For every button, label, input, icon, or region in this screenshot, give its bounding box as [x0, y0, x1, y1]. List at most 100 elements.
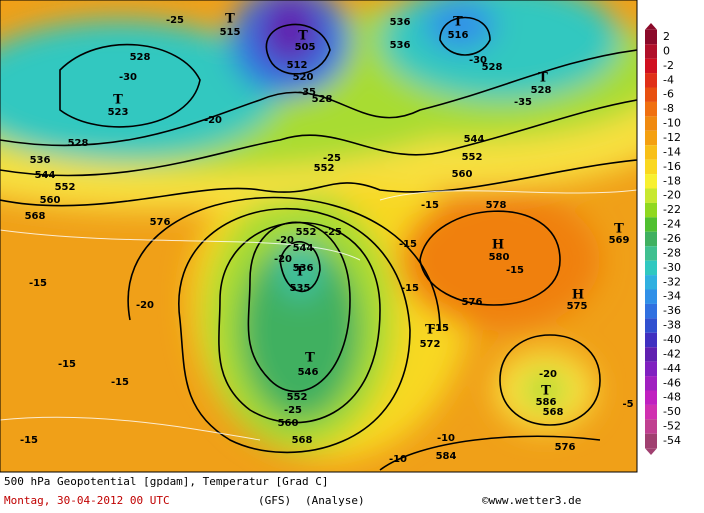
contour-label: -15 — [20, 435, 38, 446]
contour-label: 586 — [536, 397, 557, 408]
colorbar-label: -54 — [663, 434, 681, 447]
contour-label: -35 — [514, 97, 532, 108]
colorbar-label: -34 — [663, 290, 681, 303]
colorbar-swatch — [645, 217, 657, 232]
map: -25528-305235285365445525605685765155055… — [0, 0, 637, 472]
contour-label: 572 — [420, 339, 441, 350]
contour-label: 546 — [298, 367, 319, 378]
pressure-center: T — [113, 93, 123, 108]
contour-label: -35 — [298, 87, 316, 98]
pressure-center: H — [572, 288, 584, 303]
contour-label: -25 — [324, 227, 342, 238]
colorbar-swatch — [645, 73, 657, 88]
contour-label: 528 — [68, 138, 89, 149]
contour-label: 576 — [150, 217, 171, 228]
contour-label: 535 — [290, 283, 311, 294]
contour-label: 528 — [130, 52, 151, 63]
footer-title: 500 hPa Geopotential [gpdam], Temperatur… — [4, 475, 329, 488]
contour-label: 544 — [35, 170, 56, 181]
contour-label: 515 — [220, 27, 241, 38]
footer-date: Montag, 30-04-2012 00 UTC — [4, 494, 170, 507]
colorbar-label: 0 — [663, 44, 670, 57]
pressure-center: T — [538, 71, 548, 86]
colorbar-swatch — [645, 404, 657, 420]
contour-label: -15 — [431, 323, 449, 334]
colorbar-swatch — [645, 87, 657, 102]
colorbar-swatch — [645, 260, 657, 276]
contour-label: 528 — [482, 62, 503, 73]
colorbar-swatch — [645, 332, 657, 348]
contour-label: 568 — [292, 435, 313, 446]
contour-label: -25 — [323, 153, 341, 164]
colorbar-label: -36 — [663, 304, 681, 317]
map-frame — [0, 0, 638, 473]
colorbar-swatch — [645, 376, 657, 391]
colorbar-arrow-bottom — [645, 448, 657, 455]
colorbar-swatch — [645, 29, 657, 45]
contour-label: 544 — [293, 243, 314, 254]
contour-label: 536 — [293, 263, 314, 274]
colorbar-label: -38 — [663, 319, 681, 332]
colorbar-label: -48 — [663, 391, 681, 404]
contour-label: 536 — [390, 17, 411, 28]
contour-label: 580 — [489, 252, 510, 263]
colorbar-swatch — [645, 231, 657, 247]
contour-label: -15 — [421, 200, 439, 211]
colorbar-label: -10 — [663, 117, 681, 130]
colorbar-swatch — [645, 130, 657, 146]
contour-label: 552 — [462, 152, 483, 163]
colorbar-label: -22 — [663, 203, 681, 216]
footer-copyright: ©www.wetter3.de — [482, 494, 581, 507]
contour-label: -30 — [119, 72, 137, 83]
contour-label: -20 — [204, 115, 222, 126]
colorbar-label: -14 — [663, 145, 681, 158]
colorbar-swatch — [645, 246, 657, 261]
contour-label: -20 — [136, 300, 154, 311]
colorbar-swatch — [645, 347, 657, 362]
colorbar-swatch — [645, 188, 657, 203]
colorbar-label: -30 — [663, 261, 681, 274]
pressure-center: T — [541, 384, 551, 399]
contour-label: 505 — [295, 42, 316, 53]
contour-label: -20 — [274, 254, 292, 265]
contour-label: -15 — [58, 359, 76, 370]
colorbar-label: 2 — [663, 30, 670, 43]
colorbar-swatch — [645, 44, 657, 59]
colorbar-swatch — [645, 419, 657, 434]
colorbar-label: -20 — [663, 189, 681, 202]
pressure-center: T — [453, 15, 463, 30]
contour-label: 560 — [452, 169, 473, 180]
footer-model: (GFS) — [258, 494, 291, 507]
contour-label: 576 — [462, 297, 483, 308]
colorbar-label: -8 — [663, 102, 674, 115]
contour-label: -25 — [284, 405, 302, 416]
colorbar-swatch — [645, 361, 657, 377]
contour-label: -30 — [469, 55, 487, 66]
contour-label: 584 — [436, 451, 457, 462]
pressure-center: T — [295, 265, 305, 280]
contour-label: 523 — [108, 107, 129, 118]
contour-label: 536 — [30, 155, 51, 166]
pressure-center: T — [425, 323, 435, 338]
colorbar-swatch — [645, 390, 657, 405]
contour-label: -15 — [111, 377, 129, 388]
contour-label: 552 — [55, 182, 76, 193]
contour-label: 528 — [531, 85, 552, 96]
contour-label: 516 — [448, 30, 469, 41]
contour-label: 575 — [567, 301, 588, 312]
colorbar-label: -4 — [663, 73, 674, 86]
colorbar-arrow-top — [645, 23, 657, 30]
contour-label: 560 — [278, 418, 299, 429]
contour-label: -15 — [29, 278, 47, 289]
pressure-center: H — [492, 238, 504, 253]
pressure-center: T — [225, 12, 235, 27]
pressure-center: T — [298, 29, 308, 44]
contour-label: 552 — [287, 392, 308, 403]
colorbar-label: -40 — [663, 333, 681, 346]
colorbar-label: -44 — [663, 362, 681, 375]
colorbar-swatch — [645, 174, 657, 189]
contour-label: 552 — [314, 163, 335, 174]
contour-label: -15 — [506, 265, 524, 276]
contour-label: 560 — [40, 195, 61, 206]
colorbar-label: -26 — [663, 232, 681, 245]
